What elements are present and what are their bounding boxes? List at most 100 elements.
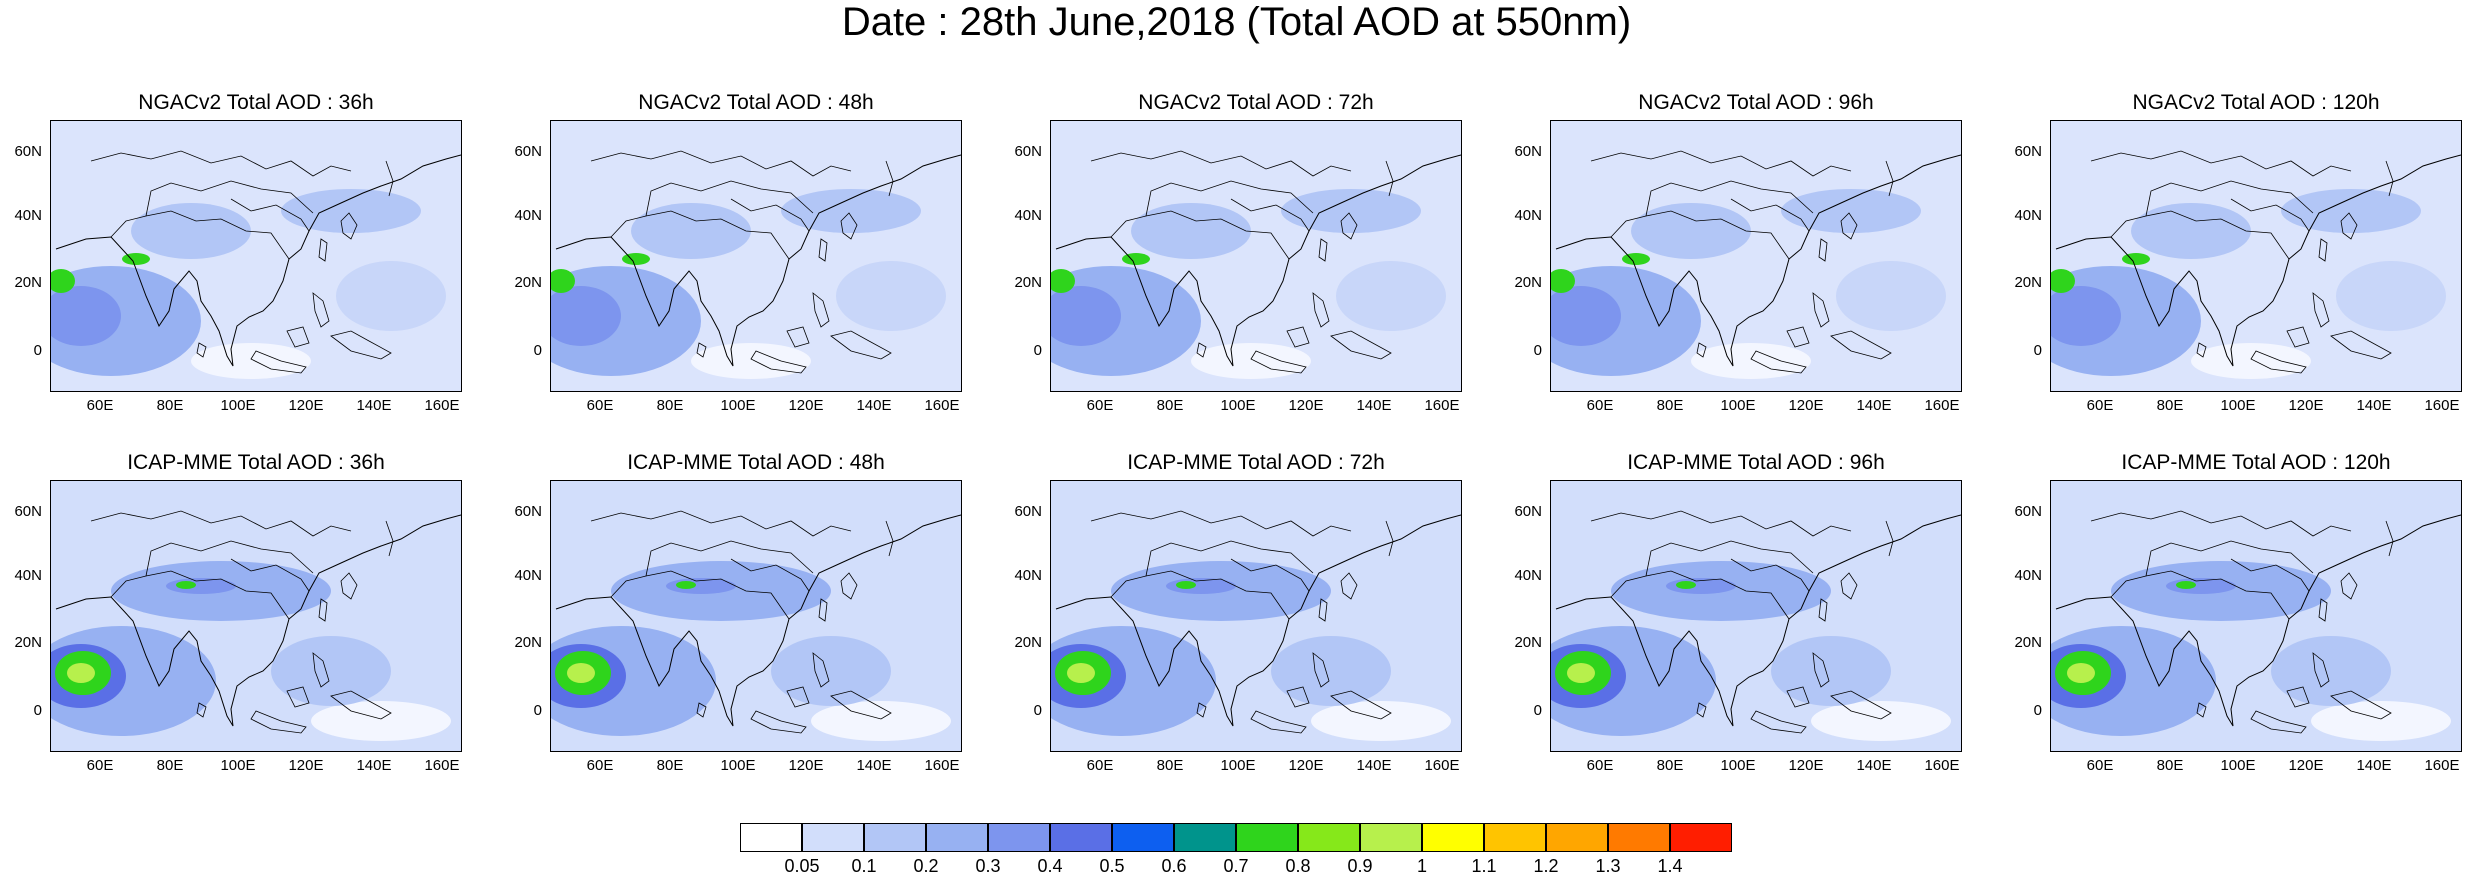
lat-tick-label: 60N (514, 143, 542, 160)
lat-tick-label: 0 (33, 702, 42, 719)
lon-tick-label: 160E (1424, 757, 1460, 774)
lon-tick-label: 100E (1220, 397, 1256, 414)
colorbar-tick-label: 1.1 (1471, 856, 1497, 876)
colorbar-tick-label: 0.4 (1037, 856, 1063, 876)
lon-tick-label: 60E (1086, 757, 1114, 774)
lat-tick-label: 40N (2014, 207, 2042, 224)
lat-tick-label: 0 (2033, 342, 2042, 359)
lat-tick-label: 0 (533, 342, 542, 359)
map-panel: NGACv2 Total AOD : 96h 60N 40N 20N 0 60E 80E 10… (1514, 90, 1962, 414)
lat-tick-label: 20N (1514, 274, 1542, 291)
lon-tick-label: 80E (1656, 397, 1684, 414)
lon-tick-label: 60E (86, 757, 114, 774)
colorbar-tick-label: 1.4 (1657, 856, 1683, 876)
panel-title: NGACv2 Total AOD : 72h (1138, 91, 1374, 114)
colorbar-swatch (1484, 823, 1546, 852)
lon-tick-label: 60E (2086, 757, 2114, 774)
lat-tick-label: 20N (1014, 274, 1042, 291)
colorbar-swatch (1112, 823, 1174, 852)
lat-tick-label: 60N (1014, 143, 1042, 160)
lon-tick-label: 100E (1720, 757, 1756, 774)
lon-tick-label: 80E (2156, 757, 2184, 774)
lon-tick-label: 120E (288, 397, 324, 414)
aod-field (1051, 121, 1461, 391)
map-panel: ICAP-MME Total AOD : 120h 60N 40N 20N 0 60E 80… (2014, 450, 2462, 774)
lat-tick-label: 0 (1033, 342, 1042, 359)
lon-tick-label: 120E (288, 757, 324, 774)
aod-map (50, 120, 462, 392)
aod-map (550, 480, 962, 752)
lon-tick-label: 160E (2424, 397, 2460, 414)
lon-tick-label: 80E (1156, 397, 1184, 414)
lat-tick-label: 20N (1514, 634, 1542, 651)
colorbar-tick-label: 0.9 (1347, 856, 1373, 876)
aod-field (551, 121, 961, 391)
lon-tick-label: 100E (2220, 757, 2256, 774)
lon-tick-label: 140E (1856, 757, 1892, 774)
aod-field (551, 481, 961, 751)
colorbar-tick-label: 1 (1416, 856, 1427, 876)
colorbar-swatch (1608, 823, 1670, 852)
lat-tick-label: 20N (1014, 634, 1042, 651)
colorbar-tick-label: 0.1 (851, 856, 877, 876)
lon-tick-label: 140E (2356, 757, 2392, 774)
lon-tick-label: 120E (2288, 757, 2324, 774)
map-panel: NGACv2 Total AOD : 48h 60N 40N 20N 0 60E 80E 10… (514, 90, 962, 414)
lat-tick-label: 20N (514, 634, 542, 651)
lat-tick-label: 0 (33, 342, 42, 359)
lon-tick-label: 100E (720, 397, 756, 414)
lat-tick-label: 0 (2033, 702, 2042, 719)
lon-tick-label: 140E (856, 397, 892, 414)
colorbar-swatch (1236, 823, 1298, 852)
lon-tick-label: 140E (856, 757, 892, 774)
lon-tick-label: 60E (86, 397, 114, 414)
colorbar-tick-label: 0.5 (1099, 856, 1125, 876)
lon-tick-label: 100E (720, 757, 756, 774)
panel-title: ICAP-MME Total AOD : 120h (2121, 451, 2391, 474)
colorbar-swatch (1546, 823, 1608, 852)
lon-tick-label: 160E (424, 757, 460, 774)
lat-tick-label: 60N (2014, 503, 2042, 520)
lon-tick-label: 60E (586, 757, 614, 774)
aod-map (1050, 480, 1462, 752)
colorbar-tick-label: 0.7 (1223, 856, 1249, 876)
lat-tick-label: 60N (14, 503, 42, 520)
map-panel: ICAP-MME Total AOD : 96h 60N 40N 20N 0 60E 80E… (1514, 450, 1962, 774)
lon-tick-label: 160E (924, 757, 960, 774)
lat-tick-label: 40N (14, 567, 42, 584)
lon-tick-label: 120E (1788, 397, 1824, 414)
panel-title: ICAP-MME Total AOD : 72h (1127, 451, 1385, 474)
lat-tick-label: 40N (2014, 567, 2042, 584)
map-panel: ICAP-MME Total AOD : 36h 60N 40N 20N 0 60E 80E… (14, 450, 462, 774)
lat-tick-label: 40N (514, 567, 542, 584)
lon-tick-label: 140E (356, 397, 392, 414)
lon-tick-label: 100E (220, 757, 256, 774)
lon-tick-label: 120E (2288, 397, 2324, 414)
colorbar-swatch (1298, 823, 1360, 852)
lat-tick-label: 60N (1514, 503, 1542, 520)
aod-field (2051, 481, 2461, 751)
lat-tick-label: 0 (1533, 702, 1542, 719)
lon-tick-label: 80E (656, 757, 684, 774)
lon-tick-label: 100E (1220, 757, 1256, 774)
lon-tick-label: 140E (1356, 397, 1392, 414)
lon-tick-label: 80E (1656, 757, 1684, 774)
lon-tick-label: 160E (1924, 757, 1960, 774)
lat-tick-label: 20N (14, 274, 42, 291)
lon-tick-label: 120E (788, 397, 824, 414)
aod-map (50, 480, 462, 752)
aod-field (1551, 121, 1961, 391)
colorbar-tick-label: 0.2 (913, 856, 939, 876)
lat-tick-label: 40N (1014, 567, 1042, 584)
aod-field (1551, 481, 1961, 751)
lon-tick-label: 100E (1720, 397, 1756, 414)
lon-tick-label: 80E (1156, 757, 1184, 774)
lon-tick-label: 60E (586, 397, 614, 414)
lat-tick-label: 60N (14, 143, 42, 160)
lat-tick-label: 60N (514, 503, 542, 520)
aod-map (2050, 480, 2462, 752)
map-panel: NGACv2 Total AOD : 120h 60N 40N 20N 0 60E 80E 1… (2014, 90, 2462, 414)
lat-tick-label: 60N (2014, 143, 2042, 160)
lon-tick-label: 60E (1086, 397, 1114, 414)
lon-tick-label: 100E (220, 397, 256, 414)
